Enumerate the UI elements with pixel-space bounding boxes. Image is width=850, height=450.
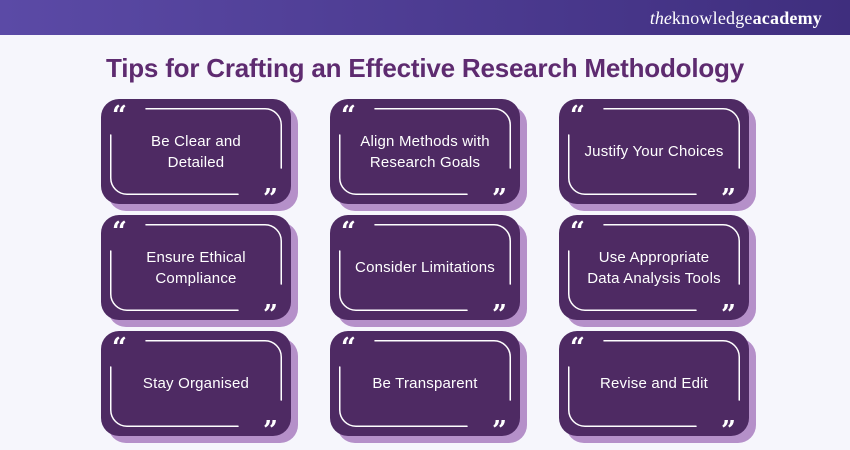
- tip-card-label: Use Appropriate Data Analysis Tools: [587, 248, 721, 287]
- open-quote-icon: “: [112, 217, 127, 247]
- close-quote-icon: ”: [263, 184, 278, 214]
- open-quote-icon: “: [570, 333, 585, 363]
- open-quote-icon: “: [341, 217, 356, 247]
- close-quote-icon: ”: [263, 300, 278, 330]
- tip-card: “ Be Transparent ”: [330, 331, 520, 444]
- tip-card: “ Align Methods with Research Goals ”: [330, 99, 520, 212]
- brand-logo: theknowledgeacademy: [650, 9, 822, 27]
- tip-card: “ Stay Organised ”: [101, 331, 291, 444]
- tip-card-label: Be Transparent: [372, 375, 478, 392]
- tips-grid: “ Be Clear and Detailed ” “ Align Method…: [101, 99, 749, 444]
- tip-card-label: Justify Your Choices: [584, 143, 724, 160]
- tip-card-label: Revise and Edit: [599, 375, 709, 392]
- tip-card-label: Stay Organised: [142, 375, 250, 392]
- tip-card-label: Align Methods with Research Goals: [360, 132, 490, 171]
- open-quote-icon: “: [341, 101, 356, 131]
- tip-card: “ Consider Limitations ”: [330, 215, 520, 328]
- open-quote-icon: “: [570, 101, 585, 131]
- tip-card: “ Ensure Ethical Compliance ”: [101, 215, 291, 328]
- tip-card: “ Use Appropriate Data Analysis Tools ”: [559, 215, 749, 328]
- open-quote-icon: “: [112, 333, 127, 363]
- close-quote-icon: ”: [721, 184, 736, 214]
- tip-card: “ Revise and Edit ”: [559, 331, 749, 444]
- page-title: Tips for Crafting an Effective Research …: [106, 53, 744, 83]
- open-quote-icon: “: [112, 101, 127, 131]
- close-quote-icon: ”: [492, 300, 507, 330]
- tip-card-label: Ensure Ethical Compliance: [146, 248, 246, 287]
- header-bar: theknowledgeacademy: [0, 0, 850, 35]
- close-quote-icon: ”: [721, 416, 736, 446]
- open-quote-icon: “: [341, 333, 356, 363]
- brand-logo-academy: academy: [752, 7, 822, 28]
- tip-card: “ Be Clear and Detailed ”: [101, 99, 291, 212]
- brand-logo-the: the: [649, 7, 672, 28]
- close-quote-icon: ”: [492, 184, 507, 214]
- close-quote-icon: ”: [721, 300, 736, 330]
- brand-logo-knowledge: knowledge: [671, 7, 753, 28]
- close-quote-icon: ”: [263, 416, 278, 446]
- tip-card: “ Justify Your Choices ”: [559, 99, 749, 212]
- tip-card-label: Consider Limitations: [355, 259, 495, 276]
- close-quote-icon: ”: [492, 416, 507, 446]
- open-quote-icon: “: [570, 217, 585, 247]
- tip-card-label: Be Clear and Detailed: [151, 132, 241, 171]
